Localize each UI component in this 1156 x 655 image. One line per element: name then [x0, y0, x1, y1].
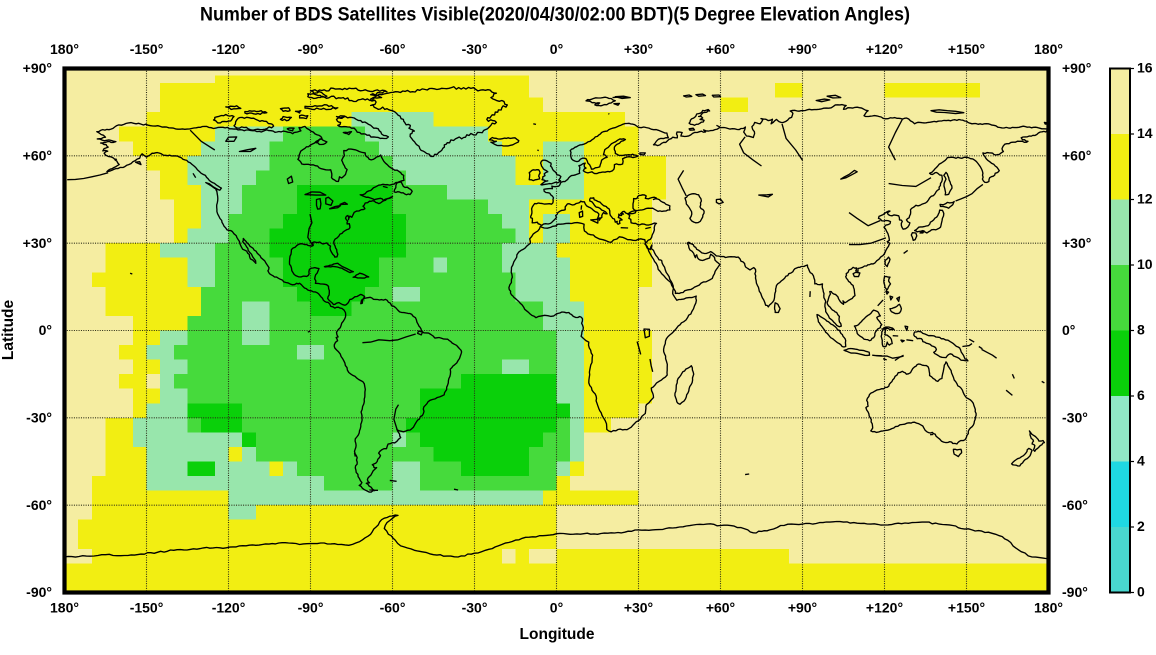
svg-text:+90°: +90° — [788, 41, 817, 57]
svg-text:0°: 0° — [39, 322, 52, 338]
svg-text:-90°: -90° — [298, 600, 324, 616]
svg-text:0°: 0° — [1062, 322, 1075, 338]
svg-text:+60°: +60° — [706, 600, 735, 616]
svg-text:180°: 180° — [1034, 41, 1063, 57]
svg-text:-120°: -120° — [212, 600, 246, 616]
svg-text:180°: 180° — [50, 600, 79, 616]
svg-text:-60°: -60° — [380, 600, 406, 616]
svg-text:-90°: -90° — [298, 41, 324, 57]
svg-text:+30°: +30° — [1062, 235, 1091, 251]
svg-text:16: 16 — [1137, 59, 1153, 75]
svg-text:0°: 0° — [550, 600, 563, 616]
svg-text:14: 14 — [1137, 125, 1153, 141]
svg-text:+120°: +120° — [866, 41, 903, 57]
svg-text:10: 10 — [1137, 256, 1153, 272]
svg-text:+150°: +150° — [948, 41, 985, 57]
svg-text:-150°: -150° — [130, 600, 164, 616]
svg-text:-30°: -30° — [462, 600, 488, 616]
svg-text:Number of BDS Satellites Visib: Number of BDS Satellites Visible(2020/04… — [200, 4, 910, 26]
svg-text:0°: 0° — [550, 41, 563, 57]
svg-text:+90°: +90° — [1062, 60, 1091, 76]
svg-text:+120°: +120° — [866, 600, 903, 616]
svg-text:6: 6 — [1137, 387, 1145, 403]
svg-text:180°: 180° — [50, 41, 79, 57]
svg-text:+30°: +30° — [624, 41, 653, 57]
svg-text:-60°: -60° — [1062, 497, 1088, 513]
svg-text:4: 4 — [1137, 452, 1145, 468]
svg-text:+90°: +90° — [788, 600, 817, 616]
svg-text:+60°: +60° — [23, 148, 52, 164]
svg-text:-30°: -30° — [462, 41, 488, 57]
svg-text:-90°: -90° — [26, 584, 52, 600]
svg-text:0: 0 — [1137, 583, 1145, 599]
svg-text:8: 8 — [1137, 321, 1145, 337]
svg-text:+90°: +90° — [23, 60, 52, 76]
svg-text:-60°: -60° — [380, 41, 406, 57]
svg-text:+30°: +30° — [23, 235, 52, 251]
svg-text:-30°: -30° — [26, 410, 52, 426]
svg-text:+30°: +30° — [624, 600, 653, 616]
svg-text:2: 2 — [1137, 518, 1145, 534]
svg-text:-120°: -120° — [212, 41, 246, 57]
svg-text:Latitude: Latitude — [0, 299, 17, 360]
svg-text:+60°: +60° — [706, 41, 735, 57]
svg-text:-90°: -90° — [1062, 584, 1088, 600]
svg-text:-150°: -150° — [130, 41, 164, 57]
svg-text:-30°: -30° — [1062, 410, 1088, 426]
svg-text:Longitude: Longitude — [520, 626, 595, 643]
svg-text:+150°: +150° — [948, 600, 985, 616]
svg-text:180°: 180° — [1034, 600, 1063, 616]
svg-text:-60°: -60° — [26, 497, 52, 513]
svg-text:12: 12 — [1137, 190, 1153, 206]
svg-text:+60°: +60° — [1062, 148, 1091, 164]
